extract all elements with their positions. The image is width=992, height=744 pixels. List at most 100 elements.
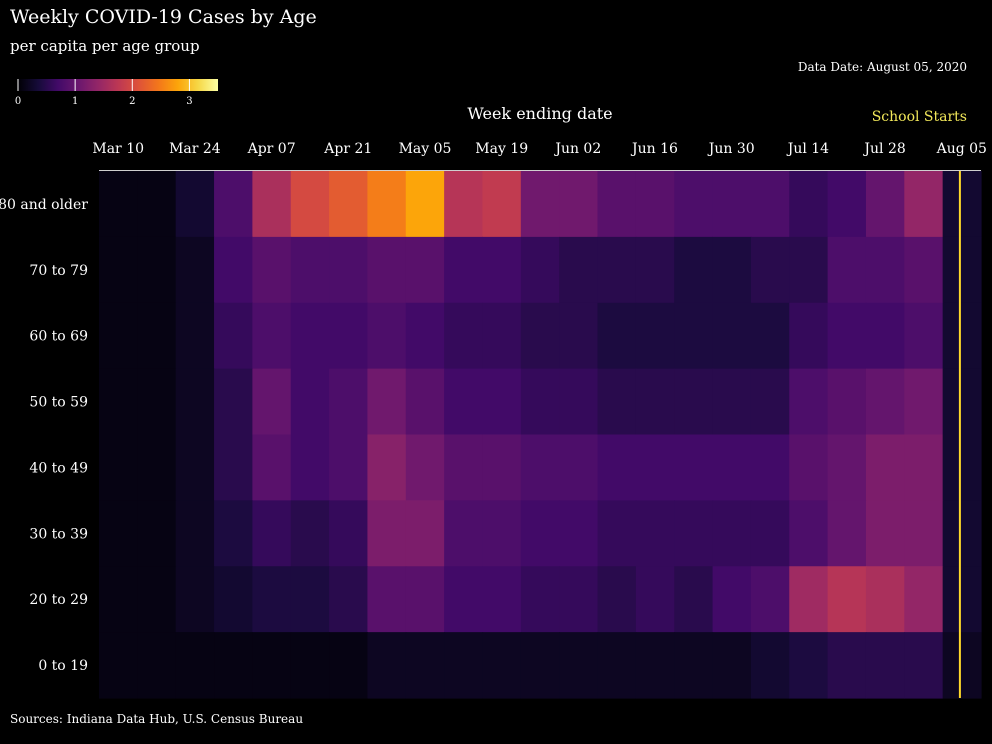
heatmap-cell bbox=[559, 368, 599, 436]
heatmap-cell bbox=[214, 302, 253, 370]
heatmap-cell bbox=[904, 632, 944, 699]
heatmap-cell bbox=[712, 171, 752, 238]
heatmap-cell bbox=[175, 236, 215, 304]
heatmap-cell bbox=[635, 368, 675, 436]
heatmap-cell bbox=[329, 302, 369, 370]
heatmap-cell bbox=[635, 434, 675, 501]
heatmap-cell bbox=[597, 171, 637, 238]
heatmap-cell bbox=[99, 302, 138, 370]
heatmap-cell bbox=[214, 566, 253, 633]
heatmap-cell bbox=[597, 566, 637, 633]
heatmap-cell bbox=[405, 302, 445, 370]
x-tick-label: Apr 21 bbox=[323, 141, 372, 157]
heatmap-cell bbox=[175, 566, 215, 633]
heatmap-cell bbox=[137, 434, 177, 501]
heatmap-cell bbox=[99, 434, 138, 501]
heatmap-cell bbox=[137, 632, 177, 699]
heatmap-cell bbox=[367, 434, 407, 501]
heatmap-cell bbox=[597, 434, 637, 501]
heatmap-cell bbox=[827, 500, 867, 567]
heatmap-cell bbox=[865, 500, 905, 567]
heatmap-cell bbox=[789, 171, 829, 238]
heatmap-cell bbox=[865, 368, 905, 436]
heatmap-cell bbox=[367, 302, 407, 370]
heatmap-cell bbox=[290, 500, 330, 567]
heatmap-cell bbox=[444, 566, 484, 633]
heatmap-cell bbox=[329, 566, 369, 633]
heatmap-cell bbox=[520, 632, 560, 699]
heatmap-cell bbox=[214, 171, 253, 238]
heatmap-cell bbox=[444, 171, 484, 238]
heatmap-cell bbox=[405, 236, 445, 304]
heatmap-cell bbox=[444, 302, 484, 370]
heatmap-cell bbox=[252, 302, 292, 370]
y-tick-labels: 80 and older 70 to 79 60 to 69 50 to 59 40 t… bbox=[0, 197, 88, 674]
colorbar-tick-label: 2 bbox=[129, 96, 135, 107]
heatmap-cell bbox=[750, 500, 790, 567]
chart-title: Weekly COVID-19 Cases by Age bbox=[10, 6, 317, 28]
heatmap-cell bbox=[367, 632, 407, 699]
heatmap-cell bbox=[214, 434, 253, 501]
heatmap-cell bbox=[214, 632, 253, 699]
heatmap-cell bbox=[942, 434, 982, 501]
heatmap-cell bbox=[175, 171, 215, 238]
y-tick-label: 80 and older bbox=[0, 197, 88, 213]
heatmap-cell bbox=[789, 566, 829, 633]
heatmap-cell bbox=[137, 236, 177, 304]
heatmap-cell bbox=[175, 500, 215, 567]
heatmap-cell bbox=[252, 236, 292, 304]
heatmap-cell bbox=[520, 500, 560, 567]
heatmap-cell bbox=[559, 500, 599, 567]
x-tick-label: Aug 05 bbox=[936, 141, 987, 157]
chart-subtitle: per capita per age group bbox=[10, 37, 200, 55]
heatmap-cell bbox=[827, 566, 867, 633]
heatmap-cell bbox=[99, 500, 138, 567]
heatmap-cell bbox=[252, 500, 292, 567]
heatmap-cell bbox=[329, 171, 369, 238]
colorbar-tick-label: 3 bbox=[186, 96, 192, 107]
heatmap-cell bbox=[137, 566, 177, 633]
heatmap-cell bbox=[865, 434, 905, 501]
heatmap-cell bbox=[674, 500, 714, 567]
heatmap-cell bbox=[405, 632, 445, 699]
heatmap-cell bbox=[175, 632, 215, 699]
heatmap-cell bbox=[942, 566, 982, 633]
x-tick-labels: Mar 10 Mar 24 Apr 07 Apr 21 May 05 May 19 Jun … bbox=[92, 141, 987, 157]
heatmap-cell bbox=[865, 171, 905, 238]
heatmap-cell bbox=[405, 500, 445, 567]
heatmap-cell bbox=[329, 632, 369, 699]
heatmap-cell bbox=[635, 236, 675, 304]
x-axis-label: Week ending date bbox=[467, 104, 613, 123]
heatmap-cell bbox=[750, 566, 790, 633]
y-tick-label: 40 to 49 bbox=[29, 460, 88, 476]
heatmap-cell bbox=[559, 302, 599, 370]
heatmap-cell bbox=[559, 434, 599, 501]
heatmap-cell bbox=[214, 500, 253, 567]
heatmap-cell bbox=[712, 434, 752, 501]
heatmap-cell bbox=[482, 236, 522, 304]
x-tick-label: Mar 24 bbox=[169, 141, 221, 157]
heatmap-cell bbox=[290, 566, 330, 633]
data-date-label: Data Date: August 05, 2020 bbox=[797, 60, 967, 74]
heatmap-cell bbox=[559, 566, 599, 633]
heatmap-cell bbox=[329, 500, 369, 567]
heatmap-cells bbox=[99, 170, 982, 699]
heatmap-cell bbox=[827, 302, 867, 370]
heatmap-cell bbox=[635, 500, 675, 567]
colorbar-tick-label: 1 bbox=[72, 96, 78, 107]
heatmap-cell bbox=[520, 368, 560, 436]
heatmap-cell bbox=[405, 434, 445, 501]
x-tick-label: May 19 bbox=[475, 141, 528, 157]
heatmap-cell bbox=[482, 632, 522, 699]
heatmap-cell bbox=[520, 434, 560, 501]
x-tick-label: Jul 28 bbox=[862, 141, 905, 157]
heatmap-cell bbox=[482, 368, 522, 436]
heatmap-cell bbox=[290, 302, 330, 370]
heatmap-cell bbox=[904, 434, 944, 501]
heatmap-cell bbox=[329, 368, 369, 436]
y-tick-label: 20 to 29 bbox=[29, 592, 88, 608]
heatmap-cell bbox=[674, 566, 714, 633]
heatmap-cell bbox=[904, 368, 944, 436]
heatmap-cell bbox=[942, 500, 982, 567]
